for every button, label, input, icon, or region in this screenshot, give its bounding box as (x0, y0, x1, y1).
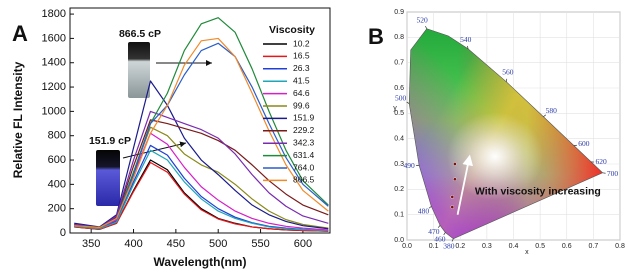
x-tick-label: 0.5 (535, 243, 545, 250)
x-tick-label: 0.0 (402, 243, 412, 250)
y-tick-label: 1800 (42, 8, 66, 20)
wavelength-label: 600 (578, 139, 590, 148)
data-point (451, 205, 454, 208)
data-point (453, 162, 456, 165)
wavelength-label: 470 (428, 227, 440, 236)
legend-label: 764.0 (293, 162, 315, 172)
wavelength-label: 580 (546, 106, 558, 115)
legend-label: 229.2 (293, 125, 315, 135)
figure: A Wavelength(nm) Relative FL Intensity 8… (0, 0, 628, 272)
x-tick-label: 400 (124, 238, 142, 250)
legend-label: 866.5 (293, 175, 315, 185)
figure-svg: A Wavelength(nm) Relative FL Intensity 8… (0, 0, 628, 272)
x-tick-label: 0.8 (615, 243, 625, 250)
y-tick-label: 0.8 (394, 34, 404, 41)
x-tick-label: 0.3 (482, 243, 492, 250)
y-tick-label: 0 (60, 227, 66, 239)
legend-label: 151.9 (293, 113, 315, 123)
annotation: With viscosity increasing (475, 186, 601, 198)
y-tick-label: 400 (48, 178, 66, 190)
x-tick-label: 0.1 (429, 243, 439, 250)
x-tick-label: 0.4 (509, 243, 519, 250)
legend-label: 631.4 (293, 150, 315, 160)
legend-label: 342.3 (293, 137, 315, 147)
wavelength-label: 540 (460, 35, 472, 44)
x-tick-label: 600 (294, 238, 312, 250)
x-tick-label: 0.2 (455, 243, 465, 250)
wavelength-label: 700 (607, 169, 619, 178)
wavelength-label: 480 (418, 207, 430, 216)
y-tick-label: 600 (48, 154, 66, 166)
x-tick-label: 550 (251, 238, 269, 250)
y-tick-label: 1000 (42, 105, 66, 117)
wavelength-label: 490 (404, 161, 416, 170)
x-tick-label: 450 (167, 238, 185, 250)
legend-label: 99.6 (293, 100, 310, 110)
y-tick-label: 0.2 (394, 186, 404, 193)
y-tick-label: 1200 (42, 81, 66, 93)
data-point (451, 195, 454, 198)
wavelength-label: 520 (416, 16, 428, 25)
y-tick-label: 800 (48, 130, 66, 142)
wavelength-label: 500 (395, 94, 407, 103)
legend-label: 26.3 (293, 63, 310, 73)
x-tick-label: 0.7 (589, 243, 599, 250)
legend-label: 10.2 (293, 38, 310, 48)
y-tick-label: 0.4 (394, 136, 404, 143)
x-tick-label: 0.6 (562, 243, 572, 250)
y-tick-label: 0.7 (394, 60, 404, 67)
x-tick-label: 350 (82, 238, 100, 250)
vial-image (96, 150, 120, 206)
panel-a: A Wavelength(nm) Relative FL Intensity 8… (11, 8, 330, 269)
y-tick-label: 200 (48, 203, 66, 215)
data-point (453, 178, 456, 181)
y-tick-label: 1400 (42, 57, 66, 69)
wavelength-label: 560 (502, 68, 514, 77)
x-axis-title: x (525, 249, 529, 256)
x-tick-label: 500 (209, 238, 227, 250)
panel-label: B (368, 24, 384, 49)
annotation: 151.9 cP (89, 135, 131, 147)
y-tick-label: 0.6 (394, 85, 404, 92)
panel-label: A (12, 21, 28, 46)
y-tick-label: 0.9 (394, 9, 404, 16)
vial-image (128, 42, 150, 98)
y-tick-label: 1600 (42, 32, 66, 44)
y-axis-title: y (393, 105, 397, 112)
panel-b: B 0.0 0.1 0.2 0.3 0.4 0.5 0.6 0.7 0.8 0.0 0.1 0.2 0.… (368, 9, 625, 256)
wavelength-label: 620 (595, 157, 607, 166)
legend-label: 41.5 (293, 75, 310, 85)
annotation: 866.5 cP (119, 28, 161, 40)
y-tick-label: 0.1 (394, 212, 404, 219)
legend-title: Viscosity (269, 24, 315, 36)
legend-label: 16.5 (293, 51, 310, 61)
y-axis-title: Relative FL Intensity (11, 61, 25, 178)
legend-label: 64.6 (293, 88, 310, 98)
y-tick-label: 0.0 (394, 237, 404, 244)
x-axis-title: Wavelength(nm) (154, 255, 247, 269)
